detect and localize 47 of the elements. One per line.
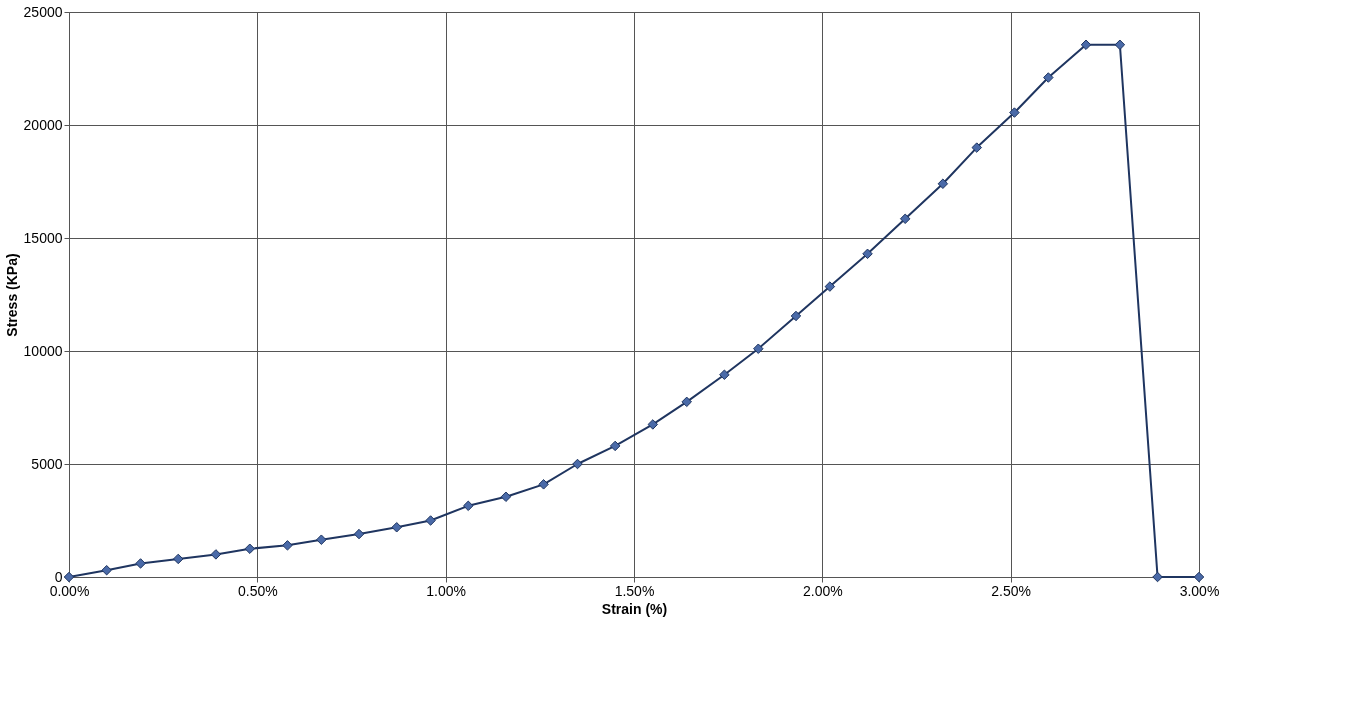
point — [425, 515, 436, 526]
point — [500, 491, 512, 503]
point — [719, 369, 730, 380]
point — [609, 440, 621, 452]
y-tick-label: 15000 — [23, 229, 63, 246]
y-tick-label: 10000 — [23, 342, 63, 359]
point — [681, 396, 692, 408]
x-tick-label: 0.50% — [237, 582, 278, 599]
point — [1080, 39, 1092, 51]
point — [1043, 72, 1054, 83]
point — [538, 479, 549, 490]
point — [862, 248, 873, 260]
point — [647, 419, 659, 430]
y-tick-label: 0 — [54, 568, 63, 585]
point — [971, 142, 983, 153]
point — [1193, 571, 1205, 583]
x-axis-title: Strain (%) — [601, 600, 668, 617]
point — [1114, 39, 1126, 51]
point — [63, 571, 75, 583]
point — [391, 522, 402, 533]
point — [244, 543, 256, 554]
point — [210, 549, 222, 560]
point — [937, 178, 949, 189]
x-tick-label: 1.00% — [426, 582, 467, 599]
point — [101, 564, 112, 576]
point — [316, 534, 327, 545]
x-tick-label: 2.50% — [991, 582, 1032, 599]
y-axis-title: Stress (KPa) — [3, 253, 20, 337]
point — [282, 540, 293, 551]
x-tick-label: 2.00% — [802, 582, 843, 599]
point — [353, 528, 365, 540]
point — [1152, 571, 1163, 583]
point — [135, 558, 146, 569]
point — [899, 213, 911, 225]
point — [172, 553, 184, 565]
x-tick-label: 1.50% — [614, 582, 655, 599]
point — [463, 500, 474, 512]
x-tick-label: 0.00% — [49, 582, 90, 599]
point — [1009, 107, 1020, 118]
point — [572, 458, 583, 470]
point — [790, 310, 802, 322]
point — [824, 281, 836, 292]
y-tick-label: 20000 — [23, 116, 63, 133]
x-tick-label: 3.00% — [1179, 582, 1220, 599]
y-tick-label: 25000 — [23, 3, 63, 20]
point — [753, 343, 764, 354]
y-tick-label: 5000 — [31, 455, 63, 472]
